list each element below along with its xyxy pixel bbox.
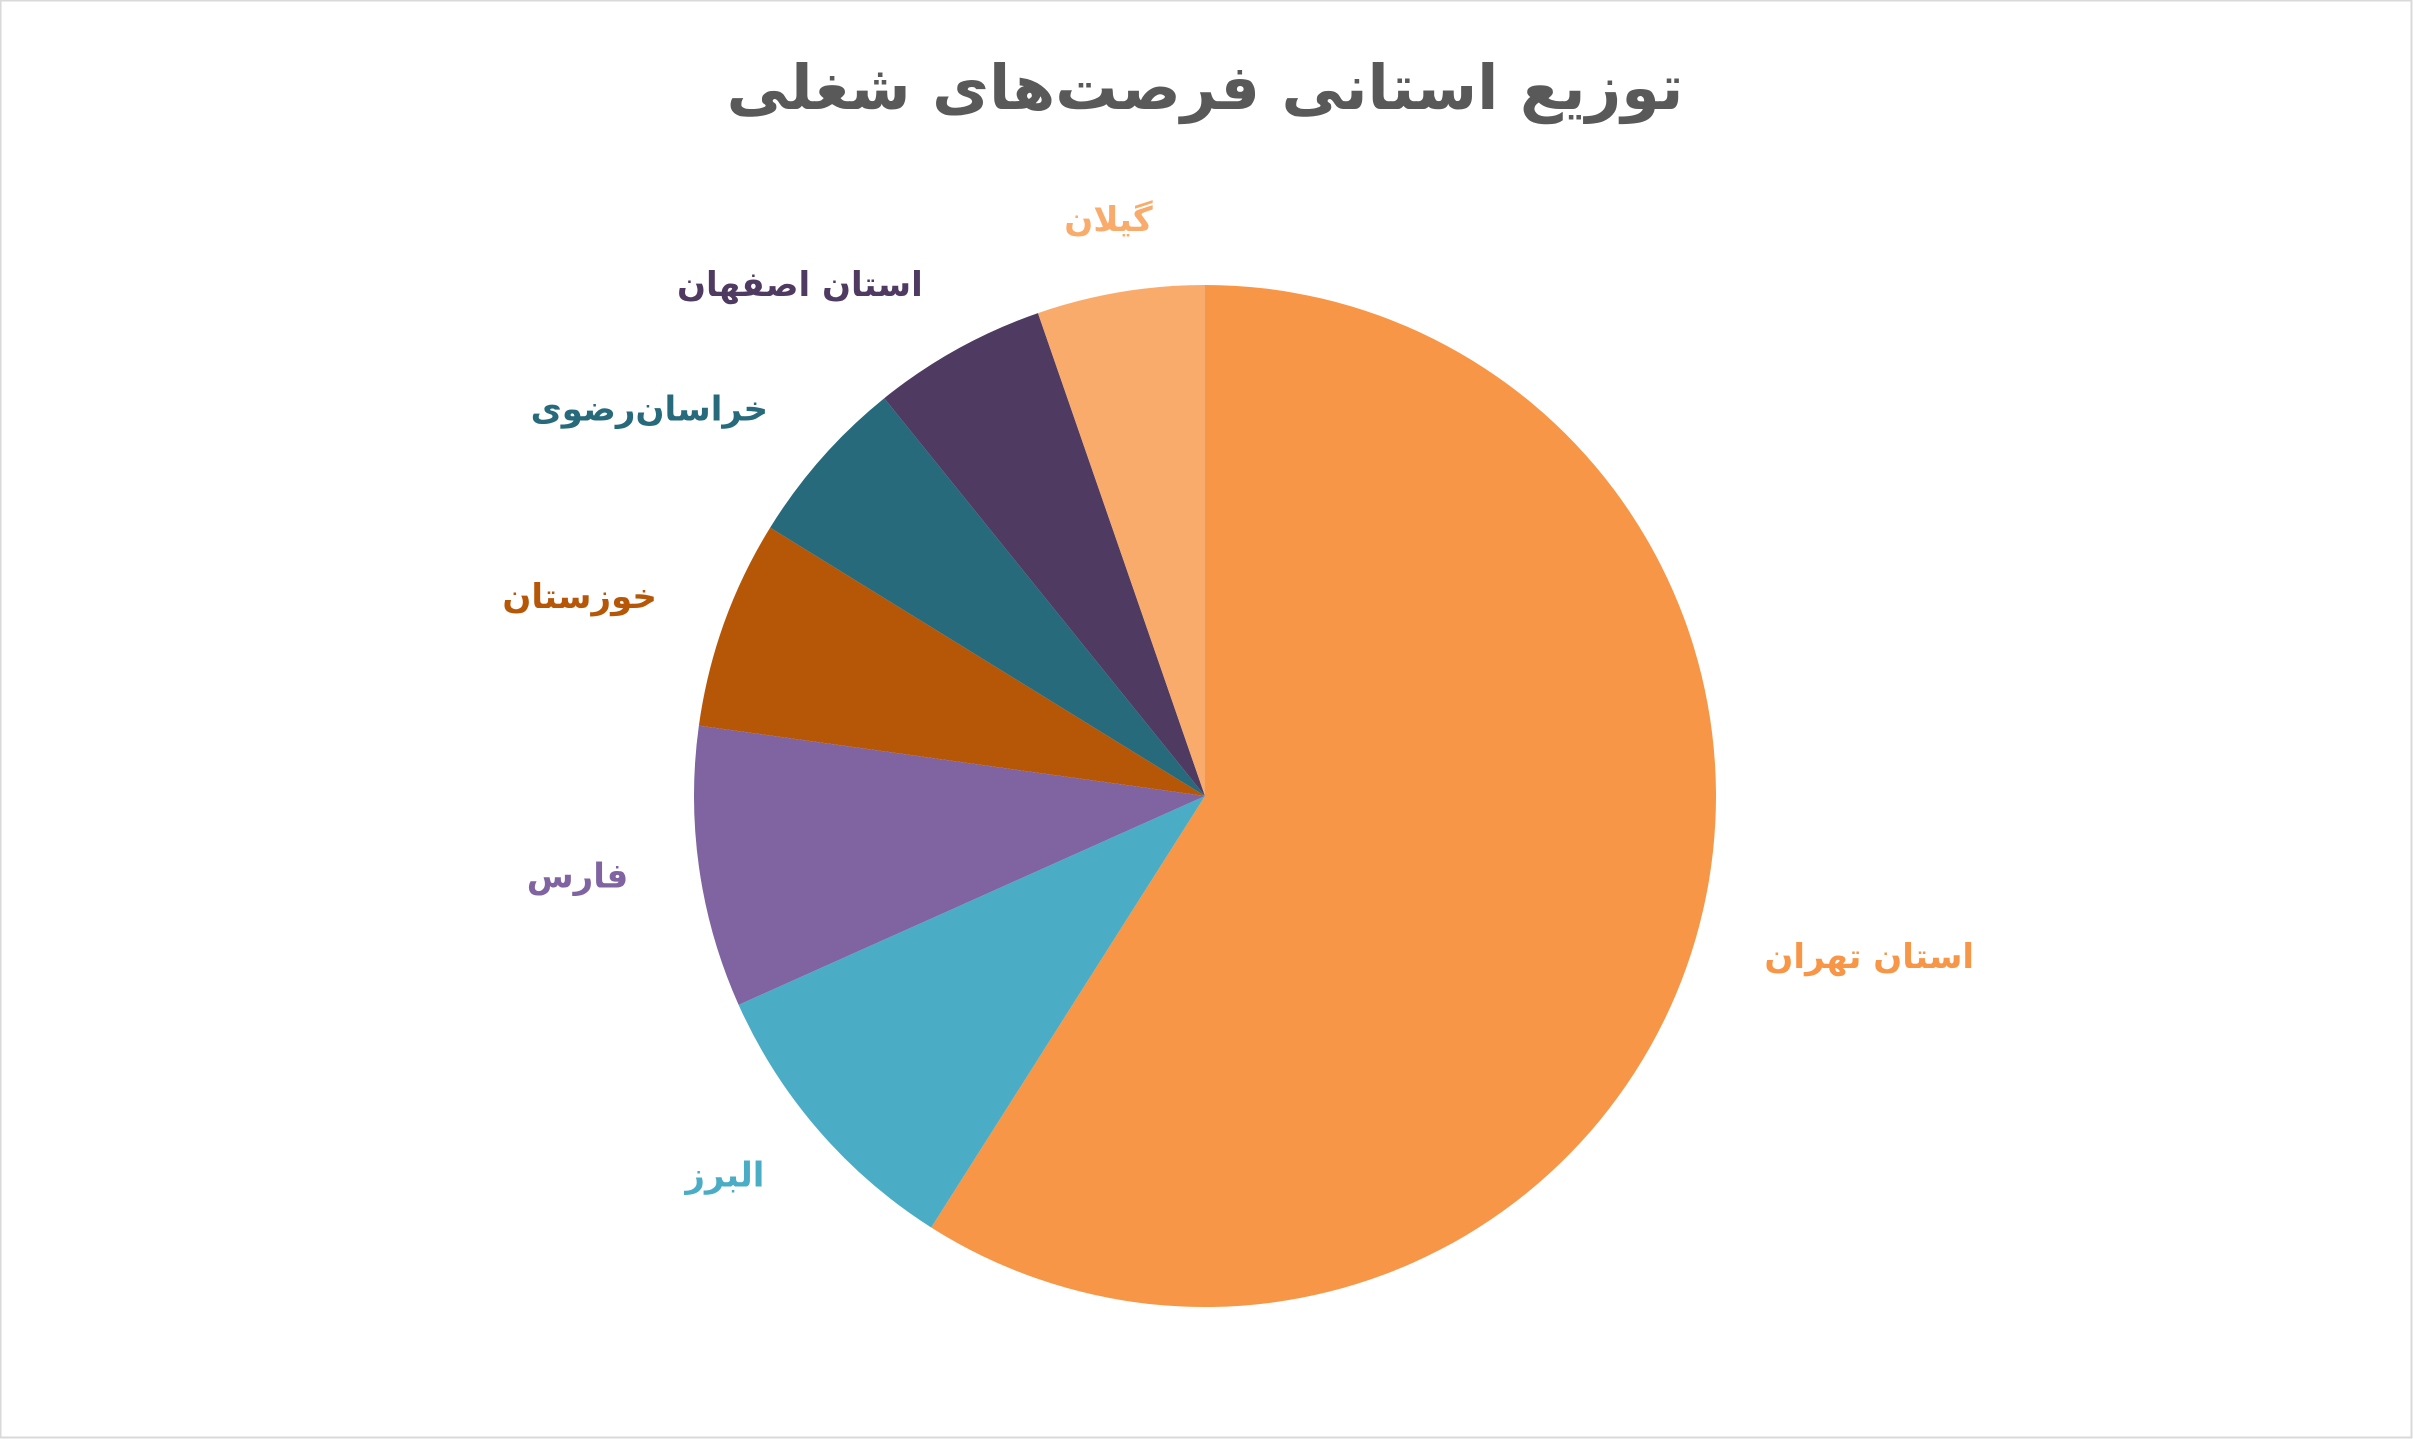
pie-slice <box>770 398 1205 796</box>
slice-label: فارس <box>527 857 629 897</box>
slice-label: گیلان <box>1064 200 1153 240</box>
pie-slice <box>931 285 1717 1307</box>
chart-title: توزیع استانی فرصت‌های شغلی <box>727 51 1684 124</box>
slice-label: استان اصفهان <box>677 265 923 305</box>
pie-slice <box>884 313 1205 796</box>
slice-label: البرز <box>683 1156 764 1196</box>
pie-slice <box>1037 285 1205 796</box>
pie-slice <box>698 527 1205 796</box>
slice-label: خوزستان <box>502 577 657 617</box>
slice-label: خراسان‌رضوی <box>531 389 768 429</box>
slice-label: استان تهران <box>1764 937 1974 977</box>
pie-slice <box>694 725 1205 1005</box>
pie-slice <box>738 796 1205 1228</box>
